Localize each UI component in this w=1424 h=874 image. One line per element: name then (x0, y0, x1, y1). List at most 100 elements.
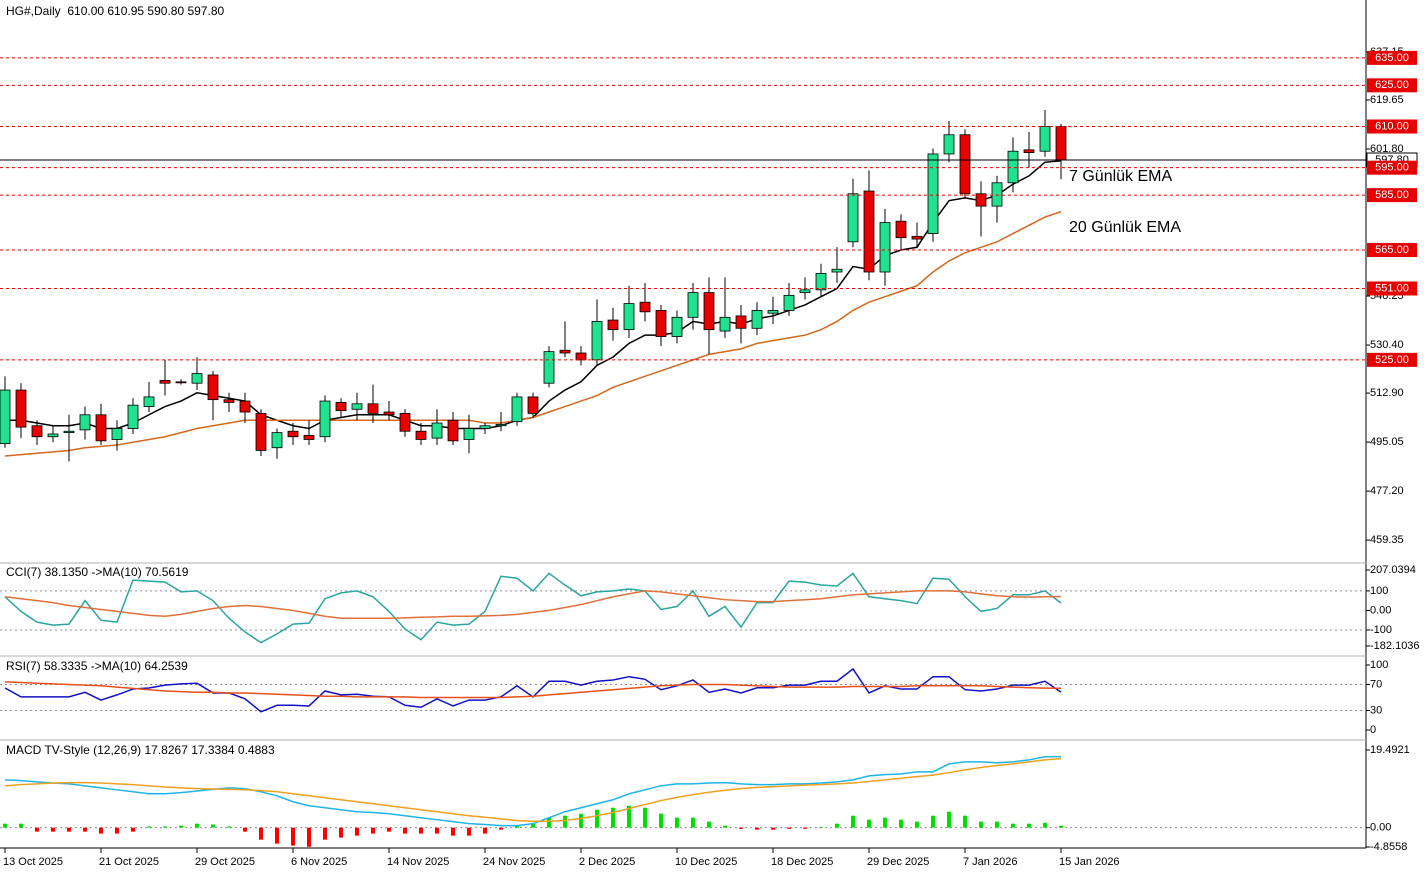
candle-body (303, 434, 315, 440)
histogram-bar (707, 821, 711, 828)
histogram-bar (35, 827, 39, 832)
histogram-bar (995, 821, 999, 828)
candle-body (447, 419, 459, 442)
level-label: 610.00 (1375, 120, 1409, 132)
candle-body (671, 316, 683, 337)
candle-body (319, 400, 331, 438)
histogram-bar (275, 827, 279, 844)
indicator-line (4, 755, 1062, 827)
x-tick-label: 21 Oct 2025 (99, 856, 159, 868)
histogram-bar (579, 813, 583, 828)
candle-body (975, 193, 987, 207)
candle-body (415, 430, 427, 440)
x-tick-label: 6 Nov 2025 (291, 856, 347, 868)
candle-body (911, 235, 923, 240)
histogram-bar (51, 827, 55, 832)
histogram-bar (643, 807, 647, 828)
histogram-bar (467, 827, 471, 836)
histogram-bar (1043, 822, 1047, 828)
level-box (1367, 160, 1417, 175)
indicator-line (4, 757, 1062, 823)
y-tick-label: 530.40 (1370, 339, 1404, 351)
panel-title: HG#,Daily 610.00 610.95 590.80 597.80 (6, 4, 224, 18)
candle-body (399, 412, 411, 432)
histogram-bar (1027, 823, 1031, 828)
histogram-bar (339, 827, 343, 838)
histogram-bar (99, 827, 103, 834)
histogram-bar (915, 821, 919, 828)
candle-body (559, 349, 571, 354)
y-tick-label: 0 (1370, 724, 1376, 736)
x-tick-label: 24 Nov 2025 (483, 856, 545, 868)
panel-title: RSI(7) 58.3335 ->MA(10) 64.2539 (6, 659, 188, 673)
y-tick-label: -182.1036 (1370, 640, 1420, 652)
candle-body (703, 292, 715, 331)
histogram-bar (691, 817, 695, 828)
y-tick-label: 512.90 (1370, 387, 1404, 399)
candle-body (239, 400, 251, 413)
candle-body (223, 399, 235, 403)
candle-body (95, 414, 107, 442)
histogram-bar (803, 827, 807, 829)
candle-body (607, 319, 619, 331)
histogram-bar (899, 819, 903, 828)
candle-body (895, 220, 907, 239)
candle-body (687, 292, 699, 318)
panel-title: MACD TV-Style (12,26,9) 17.8267 17.3384 … (6, 743, 275, 757)
ema-label: 20 Günlük EMA (1069, 219, 1181, 236)
candle-body (719, 316, 731, 332)
histogram-bar (323, 827, 327, 840)
candle-body (351, 403, 363, 410)
ema-label: 7 Günlük EMA (1069, 168, 1172, 185)
histogram-bar (115, 827, 119, 834)
candle-body (1039, 126, 1051, 152)
y-tick-label: -4.8558 (1370, 841, 1407, 853)
candle-body (463, 428, 475, 440)
candle-body (431, 422, 443, 439)
level-box (1367, 78, 1417, 93)
y-tick-label: 459.35 (1370, 534, 1404, 546)
x-tick-label: 29 Oct 2025 (195, 856, 255, 868)
histogram-bar (563, 815, 567, 828)
histogram-bar (819, 826, 823, 828)
histogram-bar (211, 824, 215, 828)
candle-body (831, 268, 843, 273)
histogram-bar (1011, 823, 1015, 828)
candle-body (575, 352, 587, 361)
level-label: 565.00 (1375, 244, 1409, 256)
level-label: 585.00 (1375, 189, 1409, 201)
histogram-bar (771, 827, 775, 830)
candle-body (879, 222, 891, 273)
histogram-bar (67, 827, 71, 832)
histogram-bar (547, 817, 551, 828)
x-tick-label: 18 Dec 2025 (771, 856, 833, 868)
histogram-bar (931, 815, 935, 828)
histogram-bar (195, 823, 199, 828)
candle-body (943, 134, 955, 155)
histogram-bar (867, 819, 871, 828)
indicator-line (4, 572, 1062, 644)
histogram-bar (227, 826, 231, 828)
candle-body (255, 412, 267, 451)
candle-body (655, 310, 667, 337)
histogram-bar (659, 813, 663, 828)
candle-body (31, 425, 43, 438)
y-tick-label: 100 (1370, 659, 1388, 671)
histogram-bar (499, 827, 503, 830)
histogram-bar (19, 823, 23, 828)
histogram-bar (131, 827, 135, 832)
level-label: 525.00 (1375, 354, 1409, 366)
x-tick-label: 14 Nov 2025 (387, 856, 449, 868)
histogram-bar (611, 807, 615, 828)
candle-body (511, 396, 523, 423)
histogram-bar (307, 827, 311, 847)
histogram-bar (451, 827, 455, 836)
candle-body (63, 430, 75, 434)
histogram-bar (243, 827, 247, 832)
histogram-bar (787, 827, 791, 829)
y-tick-label: 19.4921 (1370, 744, 1410, 756)
y-tick-label: 0.00 (1370, 822, 1391, 834)
candle-body (735, 315, 747, 329)
